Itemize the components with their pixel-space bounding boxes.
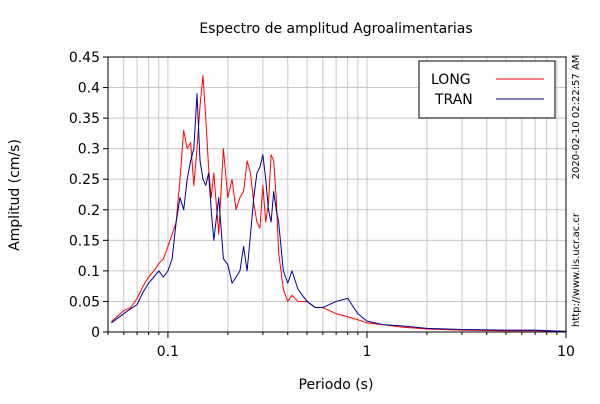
x-axis-label: Periodo (s): [299, 377, 374, 393]
grid: [107, 56, 567, 333]
y-tick-label: 0.35: [69, 111, 100, 127]
legend-label-long: LONG: [431, 72, 471, 88]
series-line-long: [111, 74, 567, 332]
axis-ticks: [103, 56, 567, 338]
chart-title: Espectro de amplitud Agroalimentarias: [199, 21, 472, 37]
y-tick-label: 0.05: [69, 294, 100, 310]
x-tick-label: 0.1: [157, 344, 179, 360]
source-url-label: http://www.lis.ucr.ac.cr: [571, 212, 582, 327]
tick-labels: 0 0.05 0.1 0.15 0.2 0.25 0.3 0.35 0.4 0.45 0.1 1 10: [69, 50, 575, 360]
x-tick-label: 10: [557, 344, 575, 360]
y-tick-label: 0.45: [69, 50, 100, 66]
series-line-tran: [111, 93, 567, 332]
y-tick-label: 0.25: [69, 172, 100, 188]
series-group: [111, 74, 567, 332]
y-axis-label: Amplitud (cm/s): [7, 139, 23, 251]
legend-box: [418, 60, 556, 119]
plot-frame: [107, 56, 567, 333]
y-tick-label: 0.1: [78, 264, 100, 280]
y-tick-label: 0.4: [78, 81, 100, 97]
y-tick-label: 0.15: [69, 233, 100, 249]
y-tick-label: 0: [91, 325, 100, 341]
x-tick-label: 1: [362, 344, 371, 360]
legend-label-tran: TRAN: [434, 92, 473, 108]
timestamp-label: 2020-02-10 02:22:57 AM: [571, 55, 582, 180]
legend: LONG TRAN: [418, 60, 556, 119]
y-tick-label: 0.3: [78, 142, 100, 158]
y-tick-label: 0.2: [78, 203, 100, 219]
